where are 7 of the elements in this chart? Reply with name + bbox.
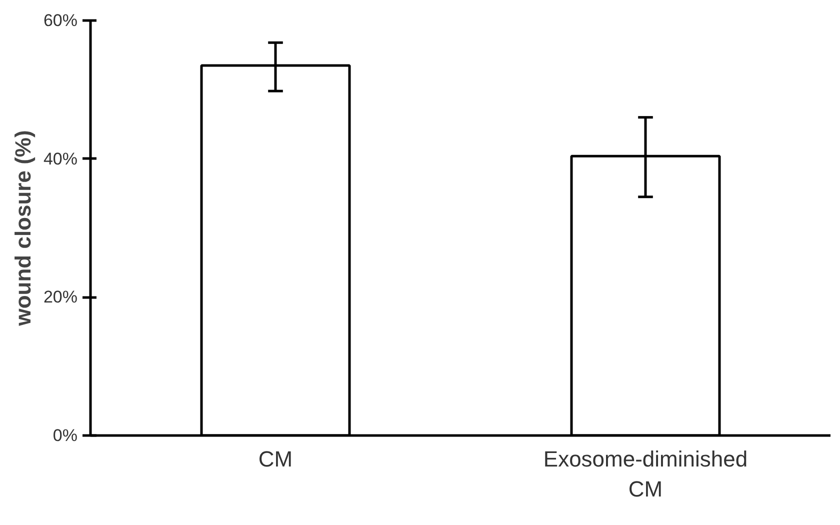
y-axis-title: wound closure (%) <box>10 130 36 327</box>
x-tick-label: CM <box>258 446 293 472</box>
y-tick-label: 40% <box>43 149 78 168</box>
y-tick-label: 20% <box>43 288 78 307</box>
x-tick-label: Exosome-diminished CM <box>543 446 748 502</box>
y-tick-label: 0% <box>52 426 78 445</box>
y-tick-label: 60% <box>43 11 78 30</box>
